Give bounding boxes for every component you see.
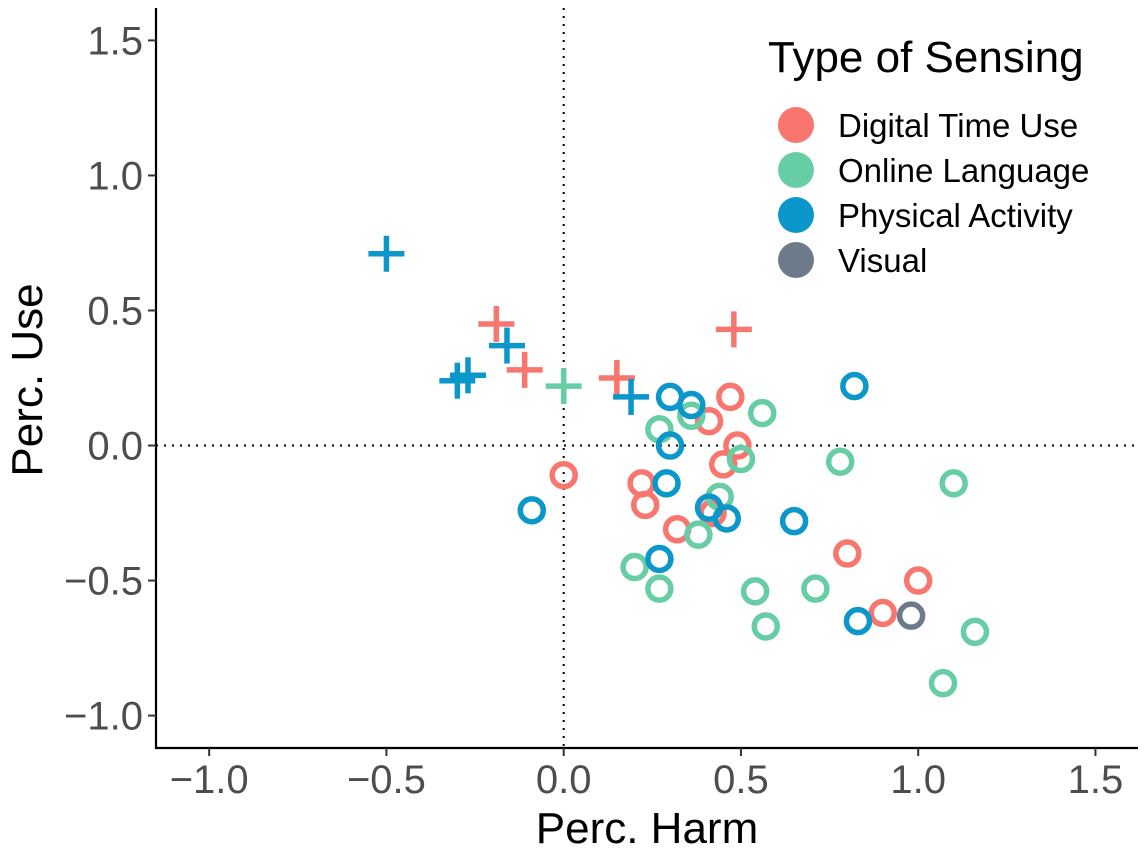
data-point-circle: [843, 606, 873, 636]
data-point-circle: [694, 406, 724, 436]
data-point-circle: [620, 552, 649, 582]
data-point-plus: [478, 305, 515, 342]
data-point-circle: [740, 577, 770, 606]
data-point-circle: [549, 460, 578, 490]
y-axis-title: Perc. Use: [3, 283, 52, 476]
legend: Type of Sensing Digital Time Use Online L…: [768, 33, 1089, 279]
legend-label: Physical Activity: [838, 197, 1073, 234]
legend-title: Type of Sensing: [768, 33, 1084, 82]
data-point-plus: [613, 378, 650, 415]
y-tick-label: 1.0: [87, 154, 143, 198]
y-tick-label: −1.0: [64, 695, 143, 739]
y-tick-label: 1.5: [87, 19, 143, 63]
data-point-circle: [684, 520, 713, 549]
data-point-plus: [506, 351, 543, 388]
data-point-circle: [630, 490, 660, 520]
data-point-circle: [939, 469, 968, 498]
y-tick-label: 0.5: [87, 289, 143, 333]
data-point-circle: [825, 447, 855, 476]
data-point-circle: [840, 371, 869, 401]
data-point-circle: [960, 617, 990, 647]
data-point-circle: [801, 574, 830, 603]
data-point-plus: [488, 327, 525, 364]
x-tick-label: 1.0: [890, 758, 946, 802]
data-point-plus: [715, 311, 752, 348]
data-point-circle: [747, 398, 777, 428]
data-point-circle: [751, 612, 781, 641]
data-point-circle: [645, 574, 674, 603]
y-tick-label: 0.0: [87, 425, 143, 469]
legend-label: Digital Time Use: [838, 107, 1078, 144]
data-points: [368, 235, 990, 698]
data-point-circle: [723, 431, 752, 460]
data-point-plus: [449, 357, 486, 394]
x-axis-title: Perc. Harm: [536, 804, 758, 853]
x-tick-label: 1.5: [1068, 758, 1124, 802]
x-tick-label: 0.0: [536, 758, 592, 802]
data-point-circle: [726, 444, 756, 474]
axes: [154, 8, 1138, 750]
legend-key: [778, 107, 814, 143]
data-point-circle: [716, 382, 745, 412]
x-tick-label: −0.5: [347, 758, 426, 802]
data-point-circle: [928, 668, 958, 698]
data-point-circle: [868, 598, 898, 628]
data-point-plus: [598, 360, 635, 396]
y-tick-label: −0.5: [64, 560, 143, 604]
legend-label: Online Language: [838, 152, 1089, 189]
data-point-circle: [712, 504, 742, 533]
x-tick-label: −1.0: [170, 758, 249, 802]
data-point-circle: [708, 450, 738, 479]
data-point-circle: [517, 496, 547, 525]
data-point-plus: [368, 235, 405, 272]
legend-key: [778, 242, 814, 278]
data-point-circle: [655, 431, 685, 460]
x-tick-label: 0.5: [713, 758, 769, 802]
data-point-plus: [545, 368, 582, 405]
data-point-circle: [677, 401, 706, 431]
data-point-circle: [779, 506, 809, 536]
legend-key: [778, 152, 814, 188]
data-point-circle: [896, 601, 926, 630]
data-point-circle: [903, 566, 933, 595]
legend-key: [778, 197, 814, 233]
data-point-circle: [645, 544, 674, 574]
legend-label: Visual: [838, 242, 927, 279]
ticks: −1.0 −0.5 0.0 0.5 1.0 1.5 −1.0 −0.5 0.0 0.5 1.0 1.5: [64, 19, 1123, 802]
data-point-circle: [677, 390, 706, 420]
data-point-circle: [833, 539, 862, 568]
data-point-circle: [652, 469, 681, 498]
